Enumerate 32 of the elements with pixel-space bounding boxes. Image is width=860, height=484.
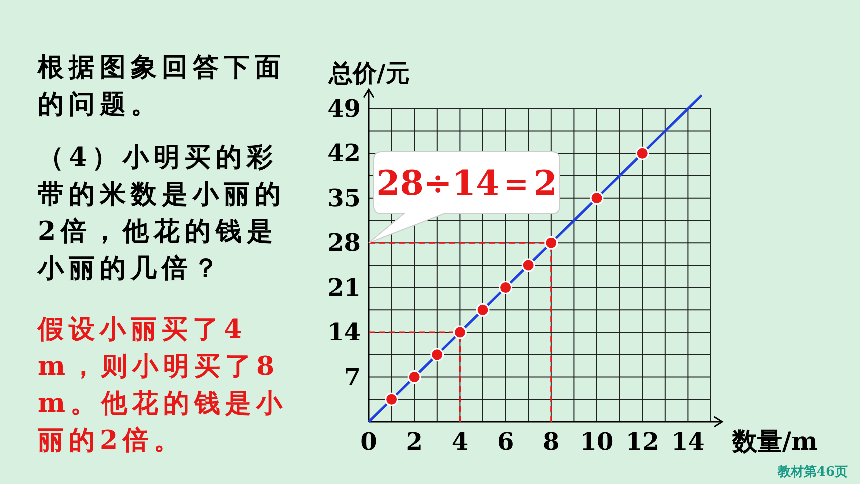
- point: [544, 236, 558, 250]
- x-tick-label: 2: [406, 427, 423, 456]
- y-tick-label: 21: [328, 272, 361, 302]
- x-tick-label: 4: [452, 427, 469, 456]
- text: 教材第46页: [778, 464, 848, 482]
- x-tick-label: 10: [580, 427, 614, 456]
- y-tick-label: 28: [328, 228, 361, 258]
- point: [385, 392, 399, 406]
- y-tick-label: 35: [328, 183, 361, 212]
- y-tick-label: 7: [344, 362, 361, 392]
- text: 根据图象回答下面的问题。: [38, 52, 287, 122]
- text: （4）小明买的彩带的米数是小丽的2倍，他花的钱是小丽的几倍？: [38, 142, 287, 286]
- y-tick-label: 49: [328, 94, 361, 123]
- annotation: 28÷14＝2: [376, 164, 558, 204]
- x-axis-title: 数量/m: [731, 427, 818, 456]
- text: 假设小丽买了4 m，则小明买了8 m。他花的钱是小丽的2倍。: [38, 314, 289, 458]
- y-axis-title: 总价/元: [328, 58, 410, 88]
- x-tick-label: 14: [671, 427, 705, 456]
- point: [499, 281, 513, 295]
- point: [590, 192, 604, 206]
- x-tick-label: 0: [360, 427, 378, 456]
- y-tick-label: 42: [328, 138, 361, 168]
- x-tick-label: 6: [497, 427, 514, 456]
- y-tick-label: 14: [328, 318, 361, 347]
- point: [636, 146, 650, 160]
- point: [430, 348, 444, 362]
- x-tick-label: 12: [626, 427, 660, 456]
- point: [522, 258, 536, 272]
- x-tick-label: 8: [543, 427, 560, 456]
- point: [408, 370, 422, 384]
- point: [453, 326, 467, 340]
- point: [476, 303, 490, 317]
